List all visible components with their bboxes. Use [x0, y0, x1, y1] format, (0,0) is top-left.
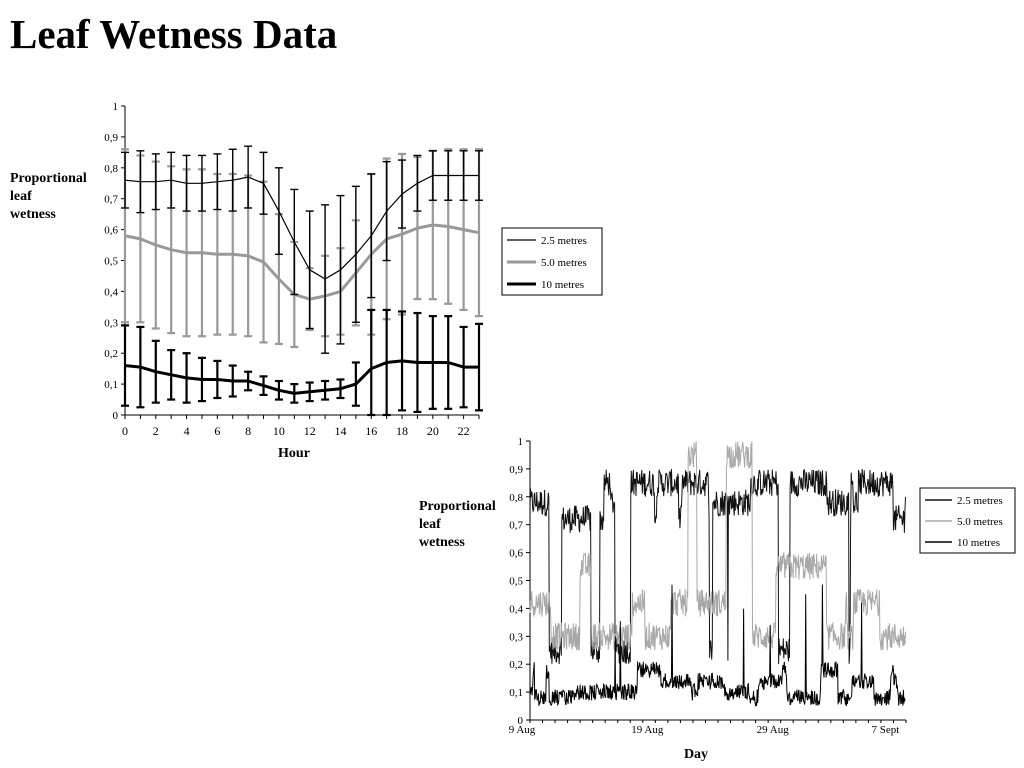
chart1-xlabel: Hour [278, 446, 310, 461]
chart2-y-tick-label: 0,3 [509, 631, 523, 643]
chart2-x-tick-label: 29 Aug [757, 724, 790, 736]
chart2-x-tick-label: 7 Sept [872, 724, 900, 736]
chart1-legend-label: 5.0 metres [541, 257, 587, 269]
chart2-legend-label: 5.0 metres [957, 516, 1003, 528]
chart1-x-tick-label: 8 [245, 424, 251, 438]
slide-title: Leaf Wetness Data [10, 11, 338, 57]
chart2-y-tick-label: 0,5 [509, 576, 523, 588]
chart2-y-tick-label: 1 [518, 436, 524, 448]
chart1-y-tick-label: 0,5 [104, 256, 118, 268]
chart1-y-tick-label: 0,8 [104, 163, 118, 175]
chart2-xlabel: Day [684, 747, 708, 762]
chart2-legend-label: 10 metres [957, 537, 1000, 549]
chart1-x-tick-label: 22 [458, 424, 470, 438]
chart1-y-tick-label: 0,3 [104, 317, 118, 329]
chart1-y-tick-label: 0 [113, 410, 119, 422]
chart1-ylabel-line1: Proportional [10, 171, 87, 186]
chart2-y-tick-label: 0 [518, 715, 524, 727]
chart1-y-tick-label: 1 [113, 101, 119, 113]
chart2-series-line [529, 441, 906, 651]
chart2-x-tick-label: 9 Aug [509, 724, 536, 736]
chart2-y-tick-label: 0,7 [509, 520, 523, 532]
chart2-legend: 2.5 metres 5.0 metres 10 metres [919, 487, 1016, 554]
chart1-x-tick-label: 20 [427, 424, 439, 438]
chart2-y-tick-label: 0,8 [509, 492, 523, 504]
chart1-x-tick-label: 4 [184, 424, 190, 438]
chart2-y-tick-label: 0,2 [509, 659, 523, 671]
chart1-series-line [124, 359, 479, 395]
chart1-x-tick-label: 6 [214, 424, 220, 438]
chart1-y-tick-label: 0,2 [104, 348, 118, 360]
chart2-series-line [529, 584, 906, 708]
chart1-legend-label: 10 metres [541, 279, 584, 291]
chart2-y-tick-label: 0,9 [509, 464, 523, 476]
chart1-series-line [124, 223, 480, 301]
chart1-ylabel-line2: leaf [10, 189, 32, 204]
chart2-y-tick-label: 0,1 [509, 687, 523, 699]
chart1-y-tick-label: 0,4 [104, 286, 118, 298]
chart1-y-tick-label: 0,9 [104, 132, 118, 144]
chart1-x-tick-label: 16 [365, 424, 377, 438]
chart2-legend-label: 2.5 metres [957, 495, 1003, 507]
chart1-x-tick-label: 10 [273, 424, 285, 438]
chart2-y-tick-label: 0,4 [509, 603, 523, 615]
chart1-ylabel: Proportional leaf wetness [10, 171, 87, 222]
chart1-series-line [124, 174, 479, 280]
chart1-legend-label: 2.5 metres [541, 235, 587, 247]
chart2: 00,10,20,30,40,50,60,70,80,919 Aug 19 Aug… [509, 436, 1016, 736]
chart1-x-tick-label: 18 [396, 424, 408, 438]
chart1-x-tick-label: 12 [304, 424, 316, 438]
chart1-x-tick-label: 2 [153, 424, 159, 438]
chart1-y-tick-label: 0,6 [104, 225, 118, 237]
chart2-ylabel: Proportional leaf wetness [419, 499, 496, 550]
chart1-y-tick-label: 0,1 [104, 379, 118, 391]
chart2-x-tick-label: 19 Aug [631, 724, 664, 736]
chart1-y-tick-label: 0,7 [104, 194, 118, 206]
chart2-ylabel-line3: wetness [419, 535, 465, 550]
chart2-series-line [529, 468, 906, 665]
chart1-x-tick-label: 14 [334, 424, 346, 438]
chart1: 00,10,20,30,40,50,60,70,80,910 2 4 6 8 10 12 14… [104, 101, 603, 438]
chart1-x-tick-label: 0 [122, 424, 128, 438]
chart2-ylabel-line1: Proportional [419, 499, 496, 514]
chart2-ylabel-line2: leaf [419, 517, 441, 532]
chart1-legend: 2.5 metres 5.0 metres 10 metres [501, 227, 603, 296]
chart1-ylabel-line3: wetness [10, 207, 56, 222]
chart2-y-tick-label: 0,6 [509, 548, 523, 560]
